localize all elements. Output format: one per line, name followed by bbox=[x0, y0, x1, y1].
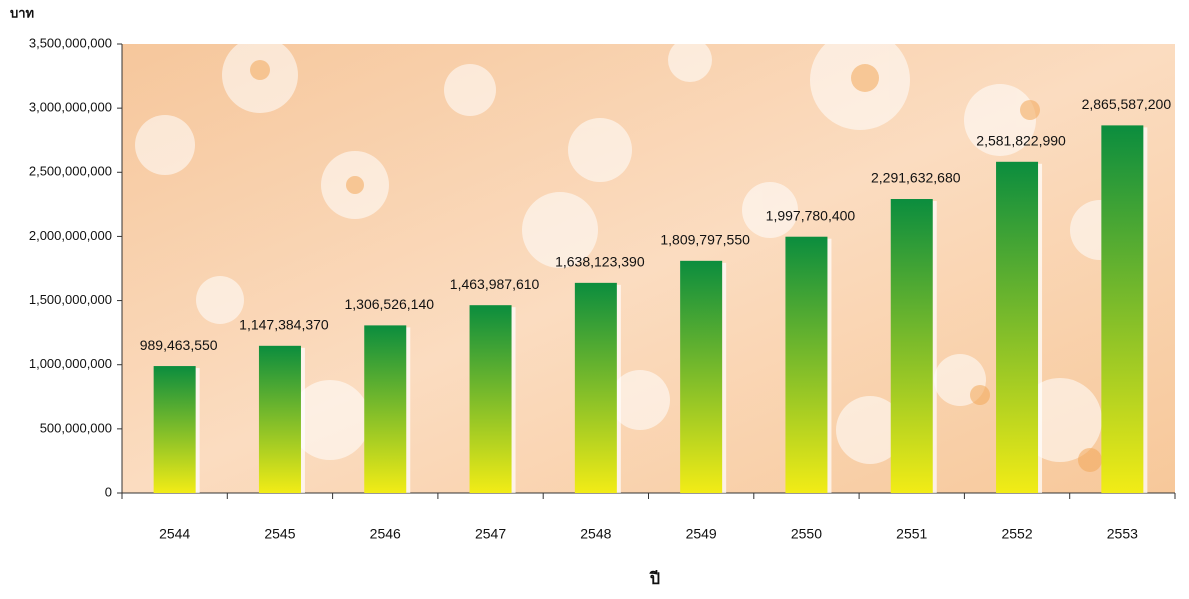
x-tick-label: 2547 bbox=[475, 526, 506, 542]
value-label: 2,291,632,680 bbox=[871, 170, 961, 186]
value-label: 2,865,587,200 bbox=[1082, 96, 1172, 112]
y-tick-label: 1,500,000,000 bbox=[29, 292, 112, 307]
value-label: 1,147,384,370 bbox=[239, 317, 329, 333]
bar bbox=[785, 236, 828, 493]
value-label: 1,638,123,390 bbox=[555, 254, 645, 270]
bar bbox=[364, 325, 407, 493]
x-tick-label: 2546 bbox=[370, 526, 401, 542]
value-label: 1,997,780,400 bbox=[766, 207, 856, 223]
value-label: 1,306,526,140 bbox=[344, 296, 434, 312]
bar bbox=[153, 366, 196, 493]
y-axis-label: บาท bbox=[10, 5, 34, 20]
x-tick-label: 2552 bbox=[1001, 526, 1032, 542]
bar bbox=[890, 199, 933, 493]
x-tick-label: 2549 bbox=[686, 526, 717, 542]
value-label: 989,463,550 bbox=[140, 337, 218, 353]
x-tick-label: 2550 bbox=[791, 526, 822, 542]
bar bbox=[680, 260, 723, 493]
x-axis-label: ปี bbox=[649, 569, 661, 588]
y-tick-label: 2,000,000,000 bbox=[29, 228, 112, 243]
y-tick-label: 1,000,000,000 bbox=[29, 356, 112, 371]
bar bbox=[258, 345, 301, 493]
bar bbox=[1101, 125, 1144, 493]
x-tick-label: 2548 bbox=[580, 526, 611, 542]
x-tick-label: 2553 bbox=[1107, 526, 1138, 542]
value-label: 1,809,797,550 bbox=[660, 232, 750, 248]
bar bbox=[469, 305, 512, 493]
y-tick-label: 500,000,000 bbox=[40, 420, 112, 435]
y-tick-label: 3,000,000,000 bbox=[29, 100, 112, 115]
value-label: 1,463,987,610 bbox=[450, 276, 540, 292]
y-tick-label: 3,500,000,000 bbox=[29, 35, 112, 50]
bar bbox=[996, 161, 1039, 493]
value-label: 2,581,822,990 bbox=[976, 132, 1066, 148]
x-tick-label: 2551 bbox=[896, 526, 927, 542]
bar bbox=[574, 282, 617, 493]
y-tick-label: 2,500,000,000 bbox=[29, 164, 112, 179]
x-tick-label: 2544 bbox=[159, 526, 190, 542]
y-tick-label: 0 bbox=[105, 484, 112, 499]
x-tick-label: 2545 bbox=[264, 526, 295, 542]
